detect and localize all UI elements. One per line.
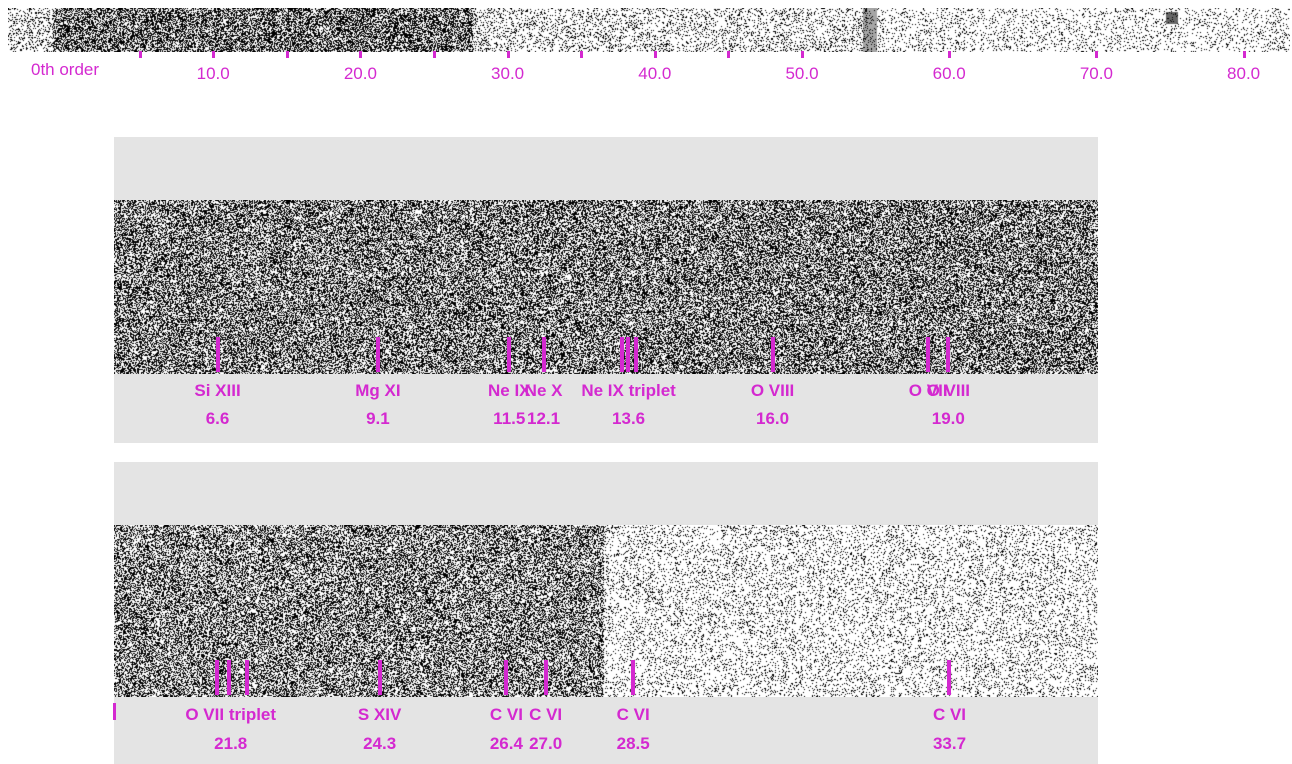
zeroth-order-label: 0th order [31,60,100,79]
axis-minor-tick [138,51,142,58]
line-position-marker [226,660,231,695]
line-position-marker [926,337,931,372]
lower-spectrum-panel: O VII triplet 21.8 S XIV 24.3 C VI 26.4 C VI 27… [114,462,1098,764]
wavelength-label: 27.0 [529,734,563,753]
line-position-marker [543,660,548,695]
wavelength-label: 12.1 [527,409,561,428]
wavelength-label: 24.3 [363,734,397,753]
ion-label: Mg XI [355,381,401,400]
ion-label: O VIII [926,381,971,400]
axis-tick-label: 80.0 [1227,64,1261,83]
ion-label: Ne IX triplet [581,381,676,400]
ion-label: O VII [908,381,948,400]
line-position-marker [619,337,624,372]
ion-label: C VI [489,705,523,724]
ion-label: Si XIII [194,381,241,400]
line-position-marker [946,337,951,372]
wavelength-label: 13.6 [612,409,646,428]
ion-label: S XIV [357,705,402,724]
line-position-marker [541,337,546,372]
axis-tick-label: 20.0 [343,64,377,83]
axis-minor-tick [727,51,731,58]
axis-minor-tick [285,51,289,58]
wavelength-label: 6.6 [205,409,230,428]
axis-tick-label: 10.0 [196,64,230,83]
line-position-marker [215,337,220,372]
wavelength-label: 11.5 [493,409,526,428]
wavelength-label: 21.8 [214,734,248,753]
axis-minor-tick [433,51,436,58]
upper-spectrum-panel: Si XIII 6.6 Mg XI 9.1 Ne IX 11.5 Ne X 12.1 Ne IX… [114,137,1098,443]
line-position-marker [375,337,380,372]
ion-label: O VIII [750,381,795,400]
axis-major-tick [359,51,363,58]
ion-label: C VI [616,705,650,724]
line-position-marker [625,337,630,372]
lower-spectrum-image [114,525,1098,697]
ion-label: C VI [529,705,563,724]
line-position-marker [634,337,639,372]
wavelength-label: 19.0 [931,409,965,428]
wavelength-label: 26.4 [489,734,523,753]
ion-label: C VI [932,705,967,724]
line-position-marker [631,660,636,695]
axis-major-tick [653,51,657,58]
line-position-marker [507,337,512,372]
axis-major-tick [948,51,952,58]
axis-major-tick [212,51,216,58]
upper-spectrum-image [114,200,1098,374]
axis-major-tick [801,51,804,58]
axis-minor-tick [580,51,584,58]
line-position-marker [770,337,775,372]
panel-edge-marker [113,703,116,720]
wavelength-label: 33.7 [932,734,967,753]
axis-tick-label: 70.0 [1079,64,1113,83]
axis-tick-label: 40.0 [638,64,672,83]
wavelength-label: 28.5 [616,734,650,753]
line-position-marker [214,660,219,695]
axis-major-tick [506,51,510,58]
line-position-marker [504,660,509,695]
overview-spectrum-strip [8,8,1290,52]
axis-tick-label: 30.0 [491,64,525,83]
axis-major-tick [1095,51,1099,58]
axis-tick-label: 50.0 [785,64,819,83]
axis-tick-label: 60.0 [932,64,966,83]
overview-spectrum-image [8,8,1290,52]
line-position-marker [947,660,952,695]
axis-major-tick [1242,51,1246,58]
ion-label: Ne X [524,381,563,400]
line-position-marker [377,660,382,695]
line-position-marker [244,660,249,695]
ion-label: O VII triplet [185,705,277,724]
wavelength-label: 9.1 [366,409,390,428]
ion-label: Ne IX [487,381,531,400]
wavelength-label: 16.0 [756,409,790,428]
